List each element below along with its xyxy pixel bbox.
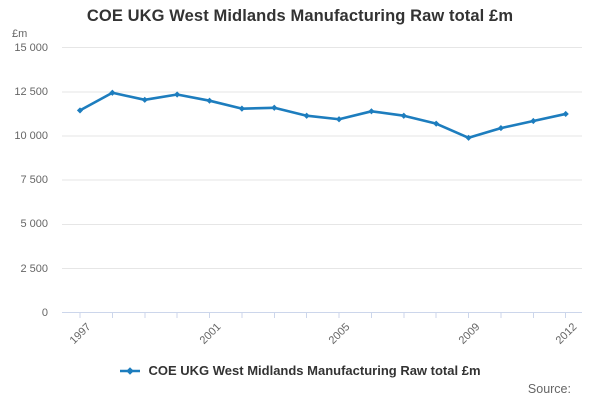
data-point-marker[interactable]: [400, 112, 407, 119]
data-point-marker[interactable]: [109, 89, 116, 96]
data-point-marker[interactable]: [174, 91, 181, 98]
y-tick-label: 5 000: [20, 218, 48, 231]
source-label: Source:: [527, 382, 571, 396]
legend-label: COE UKG West Midlands Manufacturing Raw …: [148, 363, 481, 378]
y-tick-label: 7 500: [20, 174, 48, 187]
data-point-marker[interactable]: [530, 117, 537, 125]
y-tick-label: 10 000: [14, 130, 48, 143]
data-point-marker[interactable]: [335, 116, 343, 123]
data-point-marker[interactable]: [141, 96, 148, 103]
data-point-marker[interactable]: [368, 108, 375, 115]
chart-title: COE UKG West Midlands Manufacturing Raw …: [86, 7, 514, 25]
data-point-marker[interactable]: [433, 120, 440, 127]
legend-line-marker-icon: [120, 366, 141, 375]
data-point-marker[interactable]: [303, 112, 310, 119]
data-point-marker[interactable]: [562, 110, 569, 118]
data-point-marker[interactable]: [238, 105, 245, 112]
data-point-marker[interactable]: [497, 124, 505, 132]
y-tick-label: 15 000: [14, 41, 48, 54]
data-point-marker[interactable]: [76, 107, 84, 114]
y-tick-label: 0: [41, 306, 48, 319]
y-tick-label: 2 500: [20, 262, 48, 275]
data-point-marker[interactable]: [206, 97, 213, 104]
legend-item[interactable]: COE UKG West Midlands Manufacturing Raw …: [0, 363, 600, 378]
data-point-marker[interactable]: [465, 134, 472, 141]
y-tick-label: 12 500: [14, 85, 48, 98]
data-point-marker[interactable]: [271, 104, 278, 111]
series-line[interactable]: [78, 91, 568, 140]
y-axis-unit-label: £m: [12, 28, 28, 40]
